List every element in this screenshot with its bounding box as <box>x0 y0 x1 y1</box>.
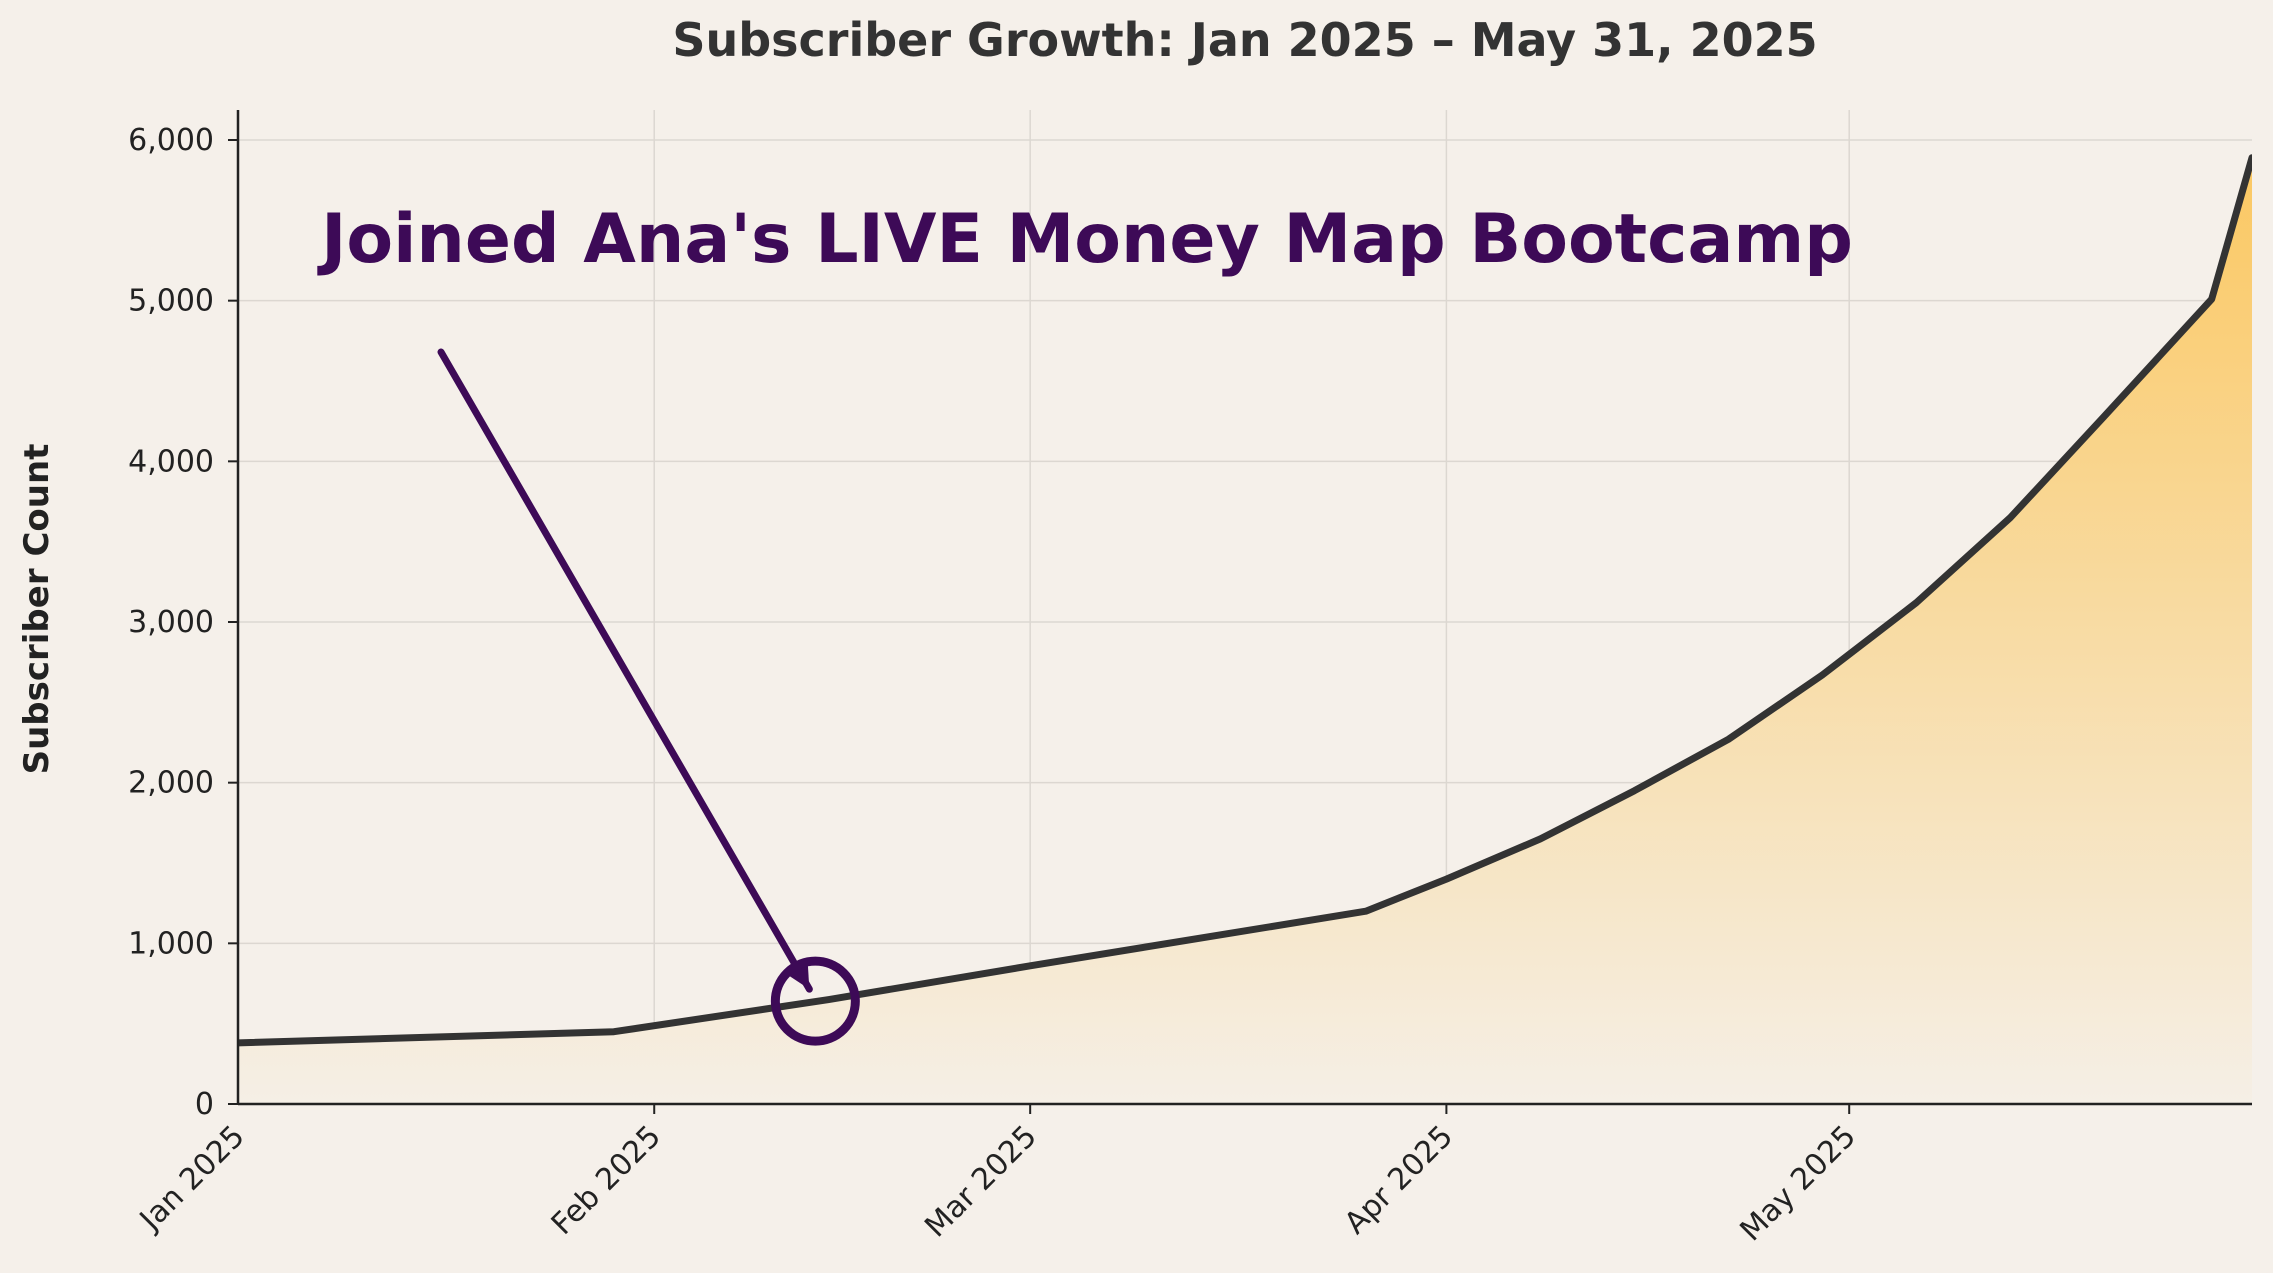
y-tick-label: 6,000 <box>128 123 214 158</box>
series-line <box>238 154 2252 1047</box>
subscriber-line <box>238 154 2252 1047</box>
area-fill-path <box>238 157 2252 1104</box>
y-tick-labels: 0 1,000 2,000 3,000 4,000 5,000 6,000 <box>128 123 238 1122</box>
y-tick-label: 0 <box>195 1087 214 1122</box>
annotation-arrow <box>437 348 813 993</box>
annotation-arrowhead <box>786 962 810 990</box>
y-tick-label: 2,000 <box>128 766 214 801</box>
y-axis-label: Subscriber Count <box>17 444 57 775</box>
annotation: Joined Ana's LIVE Money Map Bootcamp <box>317 200 1853 1046</box>
area-fill <box>238 157 2252 1104</box>
chart-title: Subscriber Growth: Jan 2025 – May 31, 20… <box>672 13 1817 67</box>
y-tick-label: 4,000 <box>128 444 214 479</box>
y-tick-label: 5,000 <box>128 284 214 319</box>
axes <box>236 110 2252 1106</box>
annotation-text: Joined Ana's LIVE Money Map Bootcamp <box>317 200 1853 279</box>
y-tick-label: 3,000 <box>128 605 214 640</box>
y-tick-label: 1,000 <box>128 926 214 961</box>
annotation-circle <box>770 956 860 1046</box>
